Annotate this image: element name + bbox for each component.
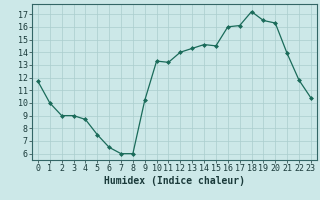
X-axis label: Humidex (Indice chaleur): Humidex (Indice chaleur) [104, 176, 245, 186]
